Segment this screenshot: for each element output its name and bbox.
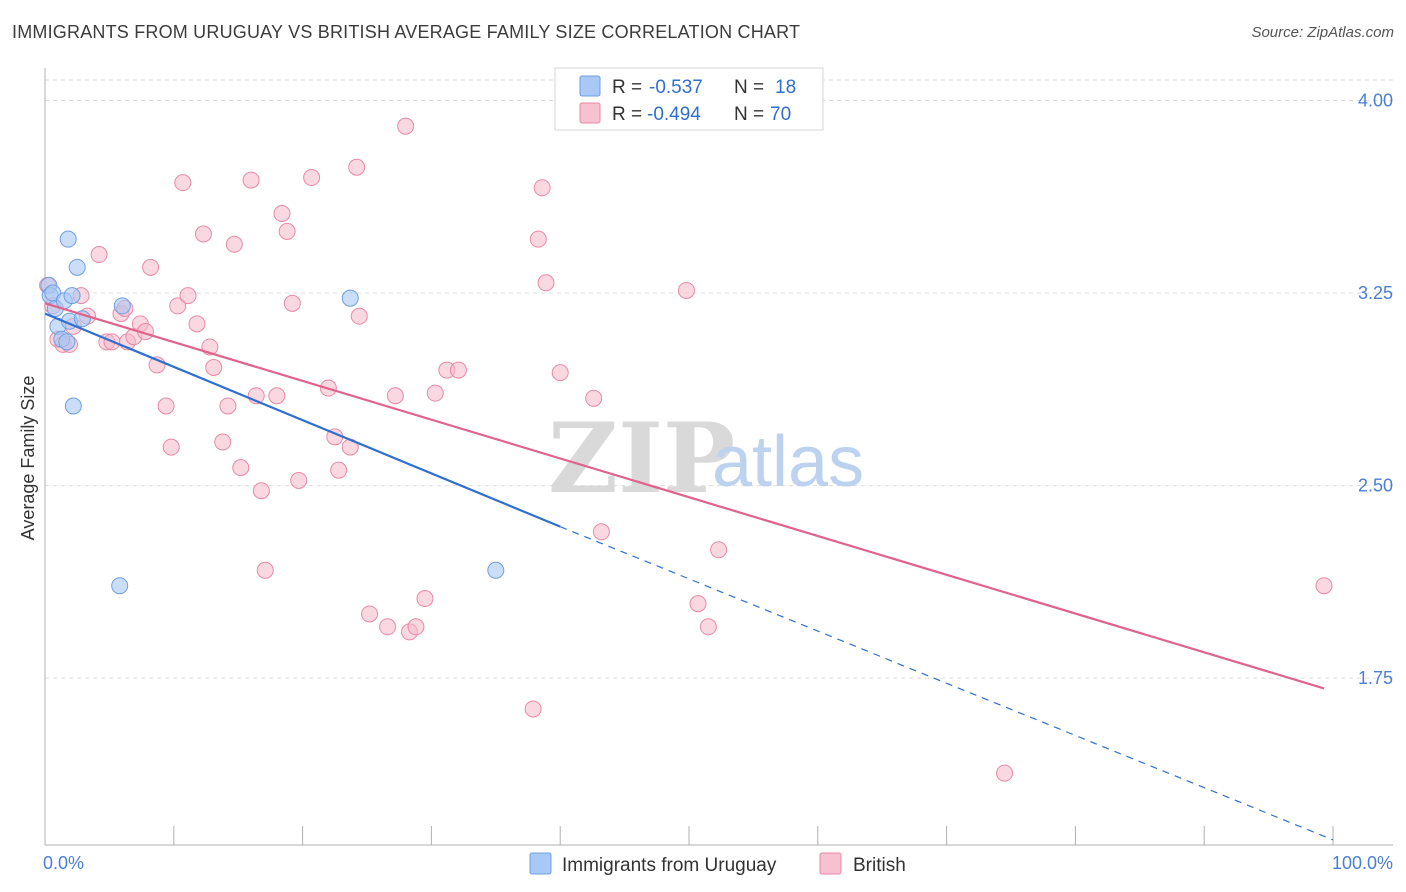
uruguay-point-12 <box>68 258 86 276</box>
british-point-67 <box>699 618 717 636</box>
y-tick-label-3: 4.00 <box>1358 91 1393 111</box>
british-point-24 <box>188 315 206 333</box>
british-point-66 <box>689 595 707 613</box>
british-point-25 <box>194 225 212 243</box>
uruguay-point-16 <box>341 289 359 307</box>
legend-bottom-label-british: British <box>853 855 906 876</box>
british-point-48 <box>361 605 379 623</box>
british-point-62 <box>551 364 569 382</box>
british-point-34 <box>252 482 270 500</box>
watermark-zip: ZIP <box>548 402 735 515</box>
british-point-31 <box>232 459 250 477</box>
british-point-37 <box>273 204 291 222</box>
british-point-70 <box>1315 577 1333 595</box>
british-point-61 <box>537 274 555 292</box>
british-point-60 <box>533 179 551 197</box>
british-point-59 <box>529 230 547 248</box>
uruguay-point-14 <box>113 297 131 315</box>
legend-series: Immigrants from Uruguay British <box>529 852 906 876</box>
british-point-41 <box>303 169 321 187</box>
uruguay-point-15 <box>111 577 129 595</box>
british-point-20 <box>162 438 180 456</box>
uruguay-point-11 <box>64 397 82 415</box>
british-point-63 <box>585 389 603 407</box>
british-point-19 <box>157 397 175 415</box>
y-tick-label-1: 2.50 <box>1358 476 1393 496</box>
y-tick-label-0: 1.75 <box>1358 668 1393 688</box>
british-point-49 <box>379 618 397 636</box>
uruguay-point-17 <box>487 561 505 579</box>
british-point-40 <box>290 471 308 489</box>
y-axis-label: Average Family Size <box>18 376 38 541</box>
legend-r-value-2: -0.494 <box>647 104 701 125</box>
british-point-46 <box>348 158 366 176</box>
uruguay-point-9 <box>59 230 77 248</box>
legend-r-label-1: R = <box>612 77 642 98</box>
british-point-69 <box>996 764 1014 782</box>
british-point-23 <box>179 287 197 305</box>
british-point-28 <box>214 433 232 451</box>
legend-n-label-1: N = <box>734 77 764 98</box>
axes <box>44 68 1393 846</box>
uruguay-point-10 <box>63 287 81 305</box>
british-point-47 <box>350 307 368 325</box>
uruguay-point-7 <box>58 333 76 351</box>
british-point-58 <box>524 700 542 718</box>
legend-stats: R = -0.537 N = 18 R = -0.494 N = 70 <box>554 67 824 131</box>
british-point-29 <box>219 397 237 415</box>
chart-source: Source: ZipAtlas.com <box>1251 24 1394 41</box>
british-point-55 <box>426 384 444 402</box>
uruguay-points <box>40 230 505 595</box>
legend-bottom-swatch-uruguay <box>529 852 552 875</box>
uruguay-trend-line <box>44 312 561 528</box>
british-point-35 <box>256 561 274 579</box>
british-point-8 <box>90 246 108 264</box>
british-point-68 <box>710 541 728 559</box>
legend-r-value-1: -0.537 <box>649 77 703 98</box>
legend-bottom-swatch-british <box>819 852 842 875</box>
legend-n-label-2: N = <box>734 104 764 125</box>
british-point-30 <box>225 235 243 253</box>
trend-lines <box>44 302 1334 841</box>
british-trend-line <box>44 302 1325 690</box>
x-tick-label-0: 0.0% <box>43 853 84 873</box>
watermark: ZIP atlas <box>548 402 864 515</box>
x-tick-labels: 0.0% 100.0% <box>43 853 1393 873</box>
legend-n-value-1: 18 <box>775 77 796 98</box>
x-tick-label-1: 100.0% <box>1332 853 1393 873</box>
legend-n-value-2: 70 <box>770 104 791 125</box>
british-point-32 <box>242 171 260 189</box>
british-point-54 <box>416 590 434 608</box>
british-point-51 <box>397 117 415 135</box>
british-point-44 <box>330 461 348 479</box>
british-point-36 <box>268 387 286 405</box>
grid-lines <box>45 79 1393 679</box>
legend-swatch-uruguay <box>579 75 601 97</box>
british-point-21 <box>169 297 187 315</box>
y-tick-label-2: 3.25 <box>1358 283 1393 303</box>
legend-swatch-british <box>579 102 601 124</box>
chart-title: IMMIGRANTS FROM URUGUAY VS BRITISH AVERA… <box>12 22 801 42</box>
british-point-57 <box>449 361 467 379</box>
british-point-17 <box>142 258 160 276</box>
british-point-65 <box>677 281 695 299</box>
british-point-27 <box>205 358 223 376</box>
watermark-atlas: atlas <box>712 422 864 502</box>
legend-r-label-2: R = <box>612 104 642 125</box>
british-point-50 <box>386 387 404 405</box>
british-point-22 <box>174 174 192 192</box>
british-point-53 <box>407 618 425 636</box>
british-point-64 <box>592 523 610 541</box>
y-tick-labels: 1.75 2.50 3.25 4.00 <box>1358 91 1393 689</box>
legend-bottom-label-uruguay: Immigrants from Uruguay <box>562 855 777 876</box>
uruguay-trend-extension <box>559 526 1334 841</box>
british-point-39 <box>283 294 301 312</box>
british-point-38 <box>278 222 296 240</box>
